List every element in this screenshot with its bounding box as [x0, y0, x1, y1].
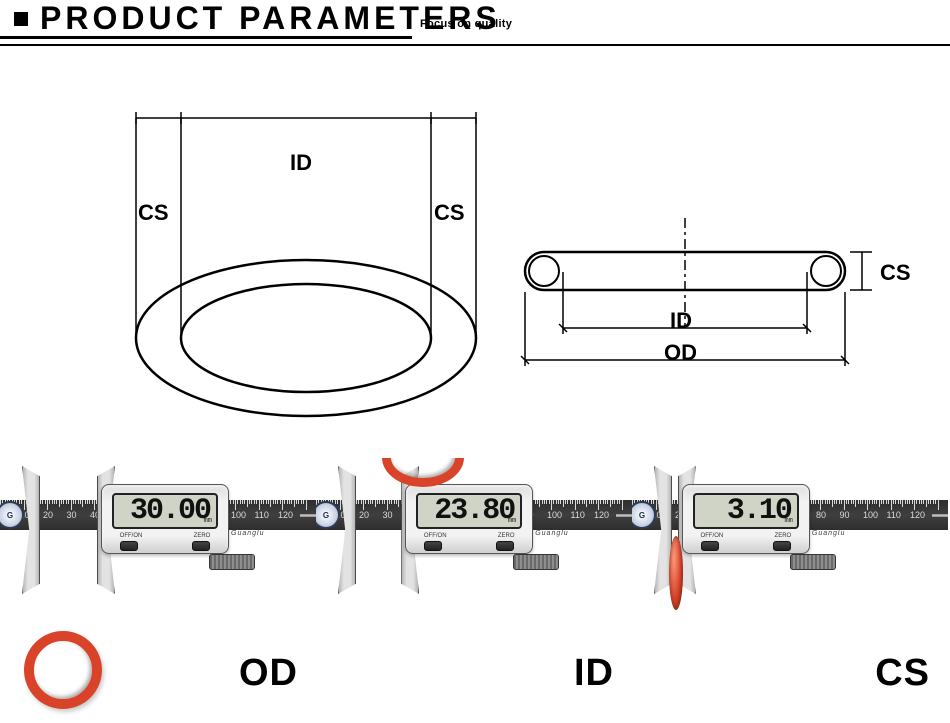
- thumb-roller[interactable]: [209, 554, 255, 570]
- oring-sample: [24, 631, 102, 709]
- jaw-fixed: [22, 466, 40, 594]
- caliper-display-body: 30.00mm OFF/ON ZERO: [101, 484, 229, 554]
- caliper-lcd: 30.00mm: [112, 493, 218, 529]
- plan-label-cs-left: CS: [138, 200, 169, 226]
- btn-label-off-on: OFF/ON: [697, 533, 727, 539]
- btn-label-zero: ZERO: [492, 533, 520, 539]
- caliper-cell-id: 0102030405060708090100110120G23.80mmOFF/…: [316, 458, 632, 723]
- header-rule-short: [0, 36, 412, 39]
- btn-label-off-on: OFF/ON: [420, 533, 450, 539]
- side-label-id: ID: [670, 308, 692, 334]
- oring-plan-view: [20, 90, 500, 450]
- depth-rod: [616, 514, 632, 517]
- oring-sample: [382, 458, 464, 487]
- side-label-cs: CS: [880, 260, 911, 286]
- btn-label-zero: ZERO: [188, 533, 216, 539]
- btn-label-off-on: OFF/ON: [116, 533, 146, 539]
- brand-text: Guanglu: [535, 530, 568, 537]
- caliper-lcd: 3.10mm: [693, 493, 799, 529]
- caliper-power-button[interactable]: [120, 541, 138, 551]
- diagram-area: ID CS CS CS ID OD: [0, 60, 950, 458]
- page-subtitle: Focus on quality: [420, 18, 512, 30]
- caliper-power-button[interactable]: [424, 541, 442, 551]
- caliper-measure-label: CS: [875, 652, 930, 695]
- plan-label-id: ID: [290, 150, 312, 176]
- oring-cross-section: [500, 90, 930, 420]
- caliper-power-button[interactable]: [701, 541, 719, 551]
- depth-rod: [932, 514, 948, 517]
- caliper-cell-cs: 0102030405060708090100110120G3.10mmOFF/O…: [632, 458, 948, 723]
- header-bullet: [14, 12, 28, 26]
- brand-text: Guanglu: [812, 530, 845, 537]
- caliper-lcd: 23.80mm: [416, 493, 522, 529]
- depth-rod: [300, 514, 316, 517]
- thumb-roller[interactable]: [790, 554, 836, 570]
- caliper-zero-button[interactable]: [192, 541, 210, 551]
- btn-label-zero: ZERO: [769, 533, 797, 539]
- caliper-display-body: 23.80mm OFF/ON ZERO: [405, 484, 533, 554]
- caliper-cell-od: 0102030405060708090100110120G30.00mmOFF/…: [0, 458, 316, 723]
- header-rule-long: [0, 44, 950, 46]
- caliper-row: 0102030405060708090100110120G30.00mmOFF/…: [0, 458, 950, 723]
- brand-text: Guanglu: [231, 530, 264, 537]
- side-label-od: OD: [664, 340, 697, 366]
- caliper-measure-label: OD: [239, 652, 298, 695]
- thumb-roller[interactable]: [513, 554, 559, 570]
- plan-label-cs-right: CS: [434, 200, 465, 226]
- caliper-measure-label: ID: [574, 652, 614, 695]
- caliper-zero-button[interactable]: [496, 541, 514, 551]
- caliper-zero-button[interactable]: [773, 541, 791, 551]
- jaw-fixed: [338, 466, 356, 594]
- oring-sample: [669, 536, 683, 610]
- caliper-display-body: 3.10mm OFF/ON ZERO: [682, 484, 810, 554]
